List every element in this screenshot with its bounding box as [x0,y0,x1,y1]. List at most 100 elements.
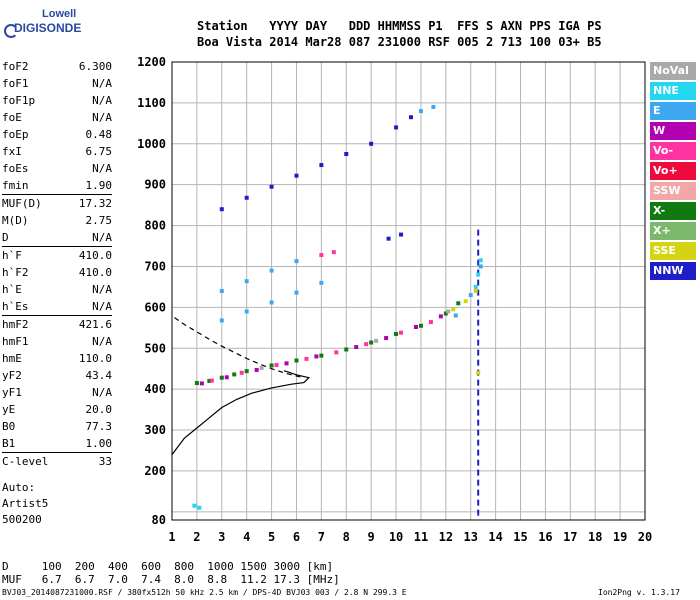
data-point-vominus [239,370,244,375]
data-point-w [254,367,259,372]
legend-item-w: W [650,122,696,140]
data-point-nnw [269,184,274,189]
y-tick-label: 700 [144,259,166,273]
param-row: h`F2 410.0 [2,264,112,281]
muf-distance-row: D 100 200 400 600 800 1000 1500 3000 [km… [2,560,334,573]
param-value: 410.0 [78,266,112,279]
param-row: D N/A [2,229,112,246]
data-point-nnw [408,115,413,120]
y-tick-label: 1100 [137,96,166,110]
legend-item-sse: SSE [650,242,696,260]
data-point-e [294,259,299,264]
param-value: N/A [92,231,112,244]
param-row: h`F 410.0 [2,247,112,264]
y-tick-label: 500 [144,341,166,355]
polarization-legend: NoVal NNE E W Vo- Vo+ SSW X- X+ SSE NNW [650,62,696,282]
data-point-xminus [294,358,299,363]
param-row: yF2 43.4 [2,367,112,384]
param-name: M(D) [2,214,29,227]
plot-grid [171,61,646,521]
param-value: 43.4 [85,369,113,382]
y-tick-label: 300 [144,423,166,437]
logo-swoosh-icon [4,24,18,38]
param-value: N/A [92,283,112,296]
param-value: 20.0 [85,403,113,416]
x-tick-label: 3 [218,530,225,544]
x-tick-label: 19 [613,530,627,544]
y-tick-label: 600 [144,300,166,314]
data-point-nne [197,505,202,510]
data-point-nnw [219,207,224,212]
x-tick-label: 13 [464,530,478,544]
x-tick-label: 16 [538,530,552,544]
param-name: hmE [2,352,22,365]
data-point-sse [463,299,468,304]
data-point-w [224,375,229,380]
param-row: MUF(D) 17.32 [2,195,112,212]
data-point-e [418,109,423,114]
param-value: 6.75 [85,145,113,158]
data-point-nne [473,284,478,289]
param-row: hmE 110.0 [2,350,112,367]
param-name: fmin [2,179,29,192]
y-tick-label: 400 [144,382,166,396]
y-tick-label: 900 [144,178,166,192]
plot-curves [171,229,480,520]
param-value: 6.300 [78,60,112,73]
param-row: hmF1 N/A [2,333,112,350]
x-tick-label: 20 [638,530,652,544]
data-point-w [354,345,359,350]
param-row: yF1 N/A [2,384,112,401]
data-point-noval [259,365,264,370]
data-point-nne [192,503,197,508]
x-tick-label: 8 [343,530,350,544]
legend-item-xminus: X- [650,202,696,220]
param-name: foF2 [2,60,29,73]
data-point-xminus [418,323,423,328]
y-tick-label: 200 [144,464,166,478]
data-point-xminus [244,369,249,374]
data-point-xminus [344,347,349,352]
data-point-e [319,280,324,285]
x-tick-label: 11 [414,530,428,544]
param-row: foF1p N/A [2,92,112,109]
data-point-nnw [344,152,349,157]
data-point-nnw [394,125,399,130]
data-point-nne [478,258,483,263]
param-row: B1 1.00 [2,435,112,452]
param-row: M(D) 2.75 [2,212,112,229]
param-value: 1.90 [85,179,113,192]
data-point-nnw [386,236,391,241]
data-point-xminus [232,372,237,377]
param-name: foF1p [2,94,36,107]
data-point-nnw [319,163,324,168]
data-point-xminus [369,340,374,345]
legend-item-voplus: Vo+ [650,162,696,180]
param-name: C-level [2,455,49,468]
param-value: 410.0 [78,249,112,262]
data-point-e [219,289,224,293]
y-tick-label: 80 [152,513,166,527]
param-name: hmF2 [2,318,29,331]
header-labels: Station YYYY DAY DDD HHMMSS P1 FFS S AXN… [197,19,602,33]
param-value: N/A [92,162,112,175]
legend-item-nne: NNE [650,82,696,100]
param-name: h`E [2,283,22,296]
data-point-xminus [219,375,224,380]
x-tick-label: 18 [588,530,602,544]
param-value: 1.00 [85,437,113,450]
legend-item-vominus: Vo- [650,142,696,160]
data-point-e [269,268,274,273]
param-name: h`Es [2,300,29,313]
data-point-nnw [294,173,299,178]
x-tick-label: 2 [193,530,200,544]
data-point-w [314,354,319,359]
param-row: foE N/A [2,109,112,126]
data-point-e [453,313,458,318]
x-tick-label: 9 [368,530,375,544]
header-values: Boa Vista 2014 Mar28 087 231000 RSF 005 … [197,35,602,49]
param-name: fxI [2,145,22,158]
data-point-noval [374,338,379,343]
param-name: yF2 [2,369,22,382]
param-name: yE [2,403,16,416]
